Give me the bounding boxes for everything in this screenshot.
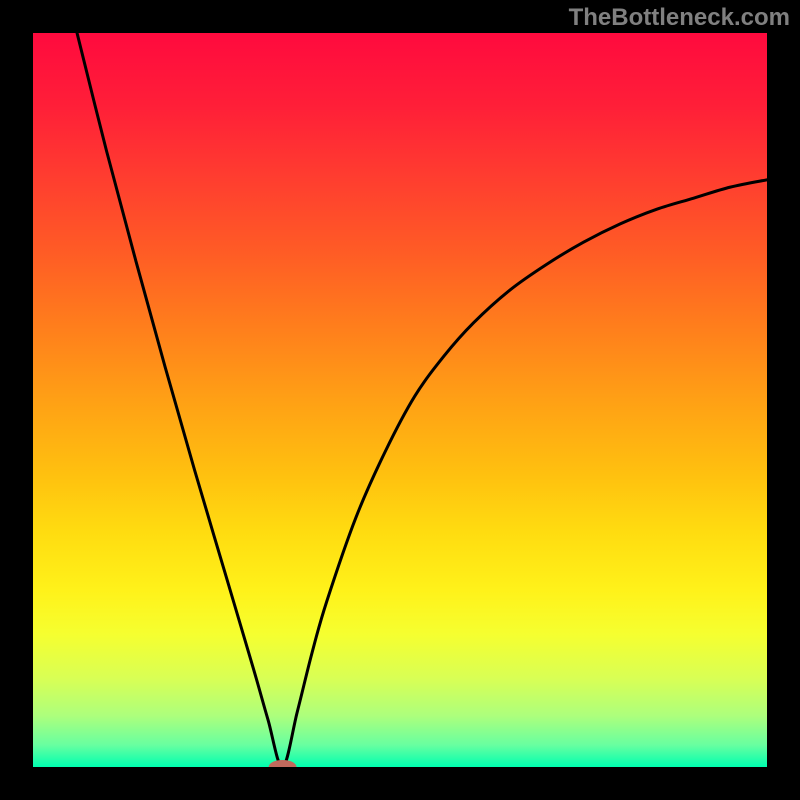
- attribution-label: TheBottleneck.com: [569, 4, 790, 32]
- curve-layer: [33, 33, 767, 767]
- minimum-marker: [269, 760, 297, 767]
- figure-container: TheBottleneck.com: [0, 0, 800, 800]
- plot-area: [33, 33, 767, 767]
- bottleneck-curve: [77, 33, 767, 767]
